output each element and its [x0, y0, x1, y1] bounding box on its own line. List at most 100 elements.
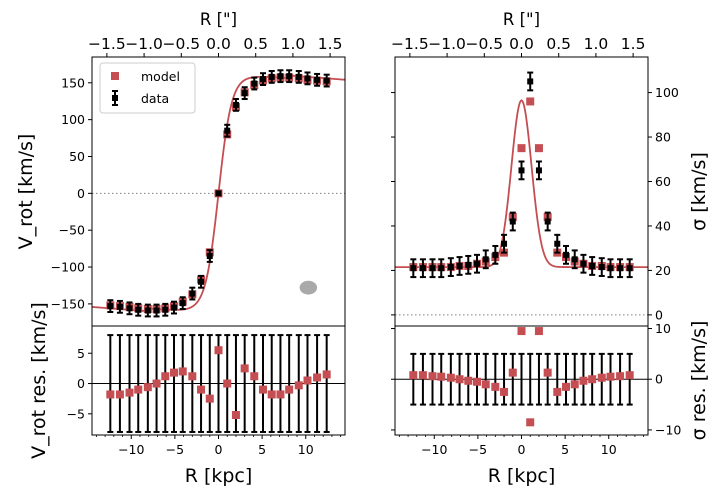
residual-point — [125, 388, 134, 397]
residual-point — [267, 390, 276, 399]
top-x-tick-label: −0.5 — [465, 35, 503, 53]
legend-data-marker — [112, 95, 118, 101]
data-point — [447, 264, 454, 271]
data-point — [554, 240, 561, 247]
data-point — [580, 260, 587, 267]
residual-point — [570, 380, 579, 389]
residual-point — [437, 372, 446, 381]
legend-data-label: data — [141, 91, 169, 106]
panel-vrot: −150 −100 −50 0 50 100 150 −1.5 −1.0 −0.5 0.0 0.5 1.… — [15, 10, 346, 327]
data-point — [465, 261, 472, 268]
y-tick-label: −100 — [51, 260, 85, 275]
data-point — [518, 167, 525, 174]
data-point — [535, 167, 542, 174]
data-point — [419, 265, 426, 272]
data-point — [144, 307, 151, 314]
y-tick-label: −5 — [67, 406, 85, 421]
x-tick-label: 10 — [298, 442, 314, 457]
data-point — [241, 90, 248, 97]
y-tick-label: 0 — [655, 372, 663, 387]
y-tick-label: 5 — [77, 346, 85, 361]
data-point — [456, 262, 463, 269]
top-x-tick-label: 1.5 — [318, 35, 343, 53]
panel-sigma_res: −10 0 10 −10 −5 0 5 10 σ res. [km/s] — [391, 321, 710, 457]
residual-point — [231, 411, 240, 420]
residual-point — [250, 372, 259, 381]
model-point — [517, 144, 526, 153]
data-point — [206, 252, 213, 259]
residual-point — [579, 376, 588, 385]
data-point — [492, 251, 499, 258]
data-point — [198, 278, 205, 285]
beam-ellipse — [299, 280, 318, 295]
residual-point — [418, 371, 427, 380]
residual-point — [115, 390, 124, 399]
panel-vrot_res: −5 0 5 −10 −5 0 5 10 V_rot res. [km/s] — [28, 302, 346, 459]
residual-point — [143, 383, 152, 392]
top-x-tick-label: −1.0 — [428, 35, 466, 53]
top-x-tick-label: −0.5 — [162, 35, 200, 53]
y-tick-label: 60 — [655, 174, 671, 189]
x-tick-label: −5 — [166, 442, 184, 457]
residual-point — [178, 367, 187, 376]
data-point — [259, 76, 266, 83]
data-point — [232, 101, 239, 108]
residual-point — [473, 377, 482, 386]
data-point — [295, 73, 302, 80]
data-point — [251, 80, 258, 87]
residual-point — [188, 372, 197, 381]
x-tick-label: 5 — [258, 442, 266, 457]
data-point — [474, 260, 481, 267]
top-x-tick-label: 1.0 — [281, 35, 306, 53]
data-point — [544, 218, 551, 225]
x-tick-label: −10 — [118, 442, 144, 457]
residual-point — [170, 368, 179, 377]
plot-area-vrot_res — [92, 334, 345, 433]
residual-point — [152, 379, 161, 388]
data-point — [304, 75, 311, 82]
data-point — [314, 76, 321, 83]
y-tick-label: −50 — [59, 223, 85, 238]
y-axis-title: V_rot res. [km/s] — [28, 302, 50, 459]
top-x-tick-label: −1.5 — [88, 35, 126, 53]
residual-point — [606, 372, 615, 381]
legend: model data — [99, 62, 196, 114]
residual-point — [285, 385, 294, 394]
data-point — [179, 300, 186, 307]
data-point — [410, 265, 417, 272]
data-point — [607, 265, 614, 272]
y-tick-label: 100 — [61, 112, 85, 127]
residual-point — [561, 382, 570, 391]
residual-point — [303, 376, 312, 385]
residual-point — [534, 327, 543, 336]
data-point — [482, 256, 489, 263]
data-point — [286, 73, 293, 80]
top-x-axis-title: R ["] — [503, 10, 540, 29]
y-axis-title: V_rot [km/s] — [15, 134, 37, 250]
plot-area-sigma_res — [395, 327, 648, 427]
residual-point — [313, 373, 322, 382]
y-tick-label: 80 — [655, 130, 671, 145]
top-x-axis-title: R ["] — [200, 10, 237, 29]
residual-point — [526, 418, 535, 427]
legend-model-marker — [111, 72, 119, 80]
plot-area-vrot — [92, 69, 345, 318]
residual-point — [205, 394, 214, 403]
y-tick-label: 100 — [655, 85, 679, 100]
top-x-tick-label: 0.5 — [243, 35, 268, 53]
x-tick-label: 0 — [518, 442, 526, 457]
data-point — [323, 77, 330, 84]
data-point — [189, 290, 196, 297]
residual-point — [197, 385, 206, 394]
top-x-tick-label: −1.5 — [391, 35, 429, 53]
data-point — [215, 190, 222, 197]
residual-point — [409, 371, 418, 380]
x-tick-label: 0 — [215, 442, 223, 457]
residual-point — [276, 390, 285, 399]
model-point — [526, 97, 535, 106]
residual-point — [455, 375, 464, 384]
y-axis-title: σ [km/s] — [688, 152, 710, 231]
data-point — [171, 304, 178, 311]
residual-point — [428, 372, 437, 381]
